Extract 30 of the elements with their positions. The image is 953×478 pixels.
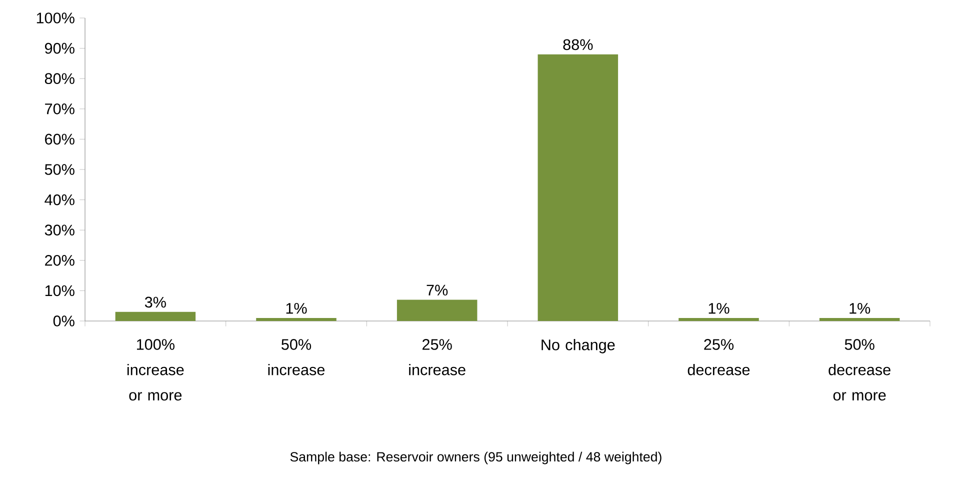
x-tick-label: 100% increase or more [127,339,184,401]
y-tick-label: 50% [44,164,74,175]
data-label: 1% [708,302,730,314]
y-tick-label: 70% [45,103,74,114]
y-tick-label: 20% [45,254,74,266]
data-label: 1% [850,302,870,314]
bar [678,318,759,321]
bar [538,54,618,321]
y-tick-label: 80% [44,73,74,84]
y-tick-label: 40% [44,194,74,206]
y-tick-label: 0% [53,316,74,326]
bar [396,300,478,321]
y-tick-label: 60% [45,134,74,145]
text: Sample base: Reservoir owners (95 unweighted / 48 weighted) [290,452,662,464]
data-label: 3% [144,296,166,308]
bar [115,312,196,321]
x-tick-label: 25% increase [409,339,466,376]
data-label: 88% [563,39,593,50]
data-label: 1% [286,302,307,314]
x-tick-label: 25% decrease [688,339,750,376]
y-tick-label: 90% [44,42,74,54]
x-tick-label: 50% increase [268,339,325,376]
y-tick-label: 10% [45,285,74,296]
data-label: 7% [426,284,448,296]
bar [256,318,336,321]
x-tick-label: 50% decrease or more [828,339,890,401]
x-tick-label: No change [542,339,615,354]
bar [819,318,900,321]
y-tick-label: 100% [36,12,74,24]
y-tick-label: 30% [44,224,74,236]
